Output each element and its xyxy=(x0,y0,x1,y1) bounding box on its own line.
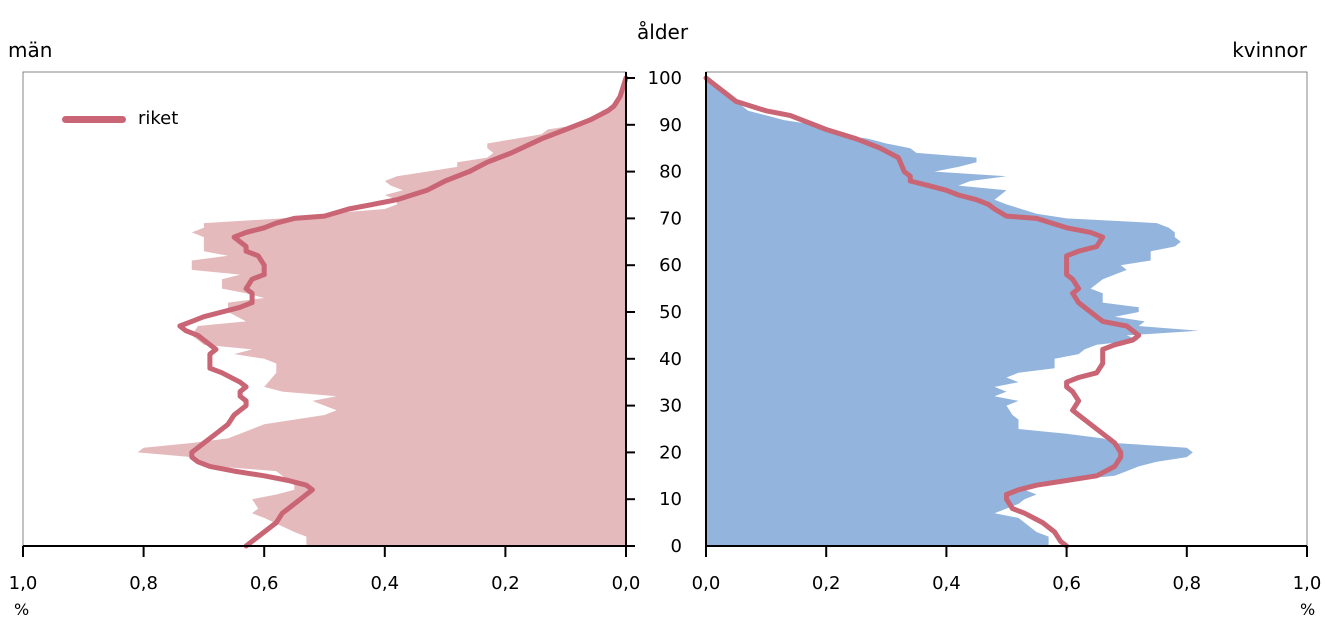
area-layer xyxy=(137,78,1199,546)
women-riket-line xyxy=(703,75,1142,549)
men-x-tick-label: 0,6 xyxy=(250,573,279,594)
men-panel-title: män xyxy=(8,38,53,62)
center-axis-title: ålder xyxy=(637,20,689,44)
women-x-tick-label: 0,4 xyxy=(932,573,961,594)
age-tick-label: 70 xyxy=(659,208,682,229)
legend-line-swatch xyxy=(62,116,126,123)
unit-label-left: % xyxy=(14,600,30,619)
women-x-tick-label: 0,6 xyxy=(1052,573,1081,594)
men-x-tick-label: 0,2 xyxy=(491,573,520,594)
age-tick-label: 90 xyxy=(659,115,682,136)
men-x-tick-label: 0,4 xyxy=(370,573,399,594)
age-tick-label: 10 xyxy=(659,489,682,510)
men-area xyxy=(137,78,626,546)
line-layer xyxy=(177,75,1142,549)
men-x-tick-label: 0,0 xyxy=(612,573,641,594)
age-tick-label: 40 xyxy=(659,349,682,370)
age-tick-label: 0 xyxy=(671,536,682,557)
axes-layer: 0 10 20 30 40 50 60 70 80 90 100 1,0 0,8 0,6 0,4 0,2 0,0… xyxy=(9,68,1322,594)
men-riket-line xyxy=(177,75,629,549)
women-x-tick-label: 0,2 xyxy=(812,573,841,594)
age-tick-label: 60 xyxy=(659,255,682,276)
unit-label-right: % xyxy=(1300,600,1316,619)
age-tick-label: 80 xyxy=(659,162,682,183)
men-x-tick-label: 0,8 xyxy=(129,573,158,594)
age-tick-label: 20 xyxy=(659,442,682,463)
age-tick-label: 100 xyxy=(648,68,682,89)
men-x-tick-label: 1,0 xyxy=(9,573,38,594)
age-tick-label: 50 xyxy=(659,302,682,323)
women-x-tick-label: 1,0 xyxy=(1293,573,1322,594)
women-panel-title: kvinnor xyxy=(1232,38,1307,62)
women-x-tick-label: 0,8 xyxy=(1172,573,1201,594)
women-area xyxy=(706,78,1199,546)
legend-label: riket xyxy=(138,108,179,129)
age-tick-label: 30 xyxy=(659,396,682,417)
women-x-tick-label: 0,0 xyxy=(692,573,721,594)
